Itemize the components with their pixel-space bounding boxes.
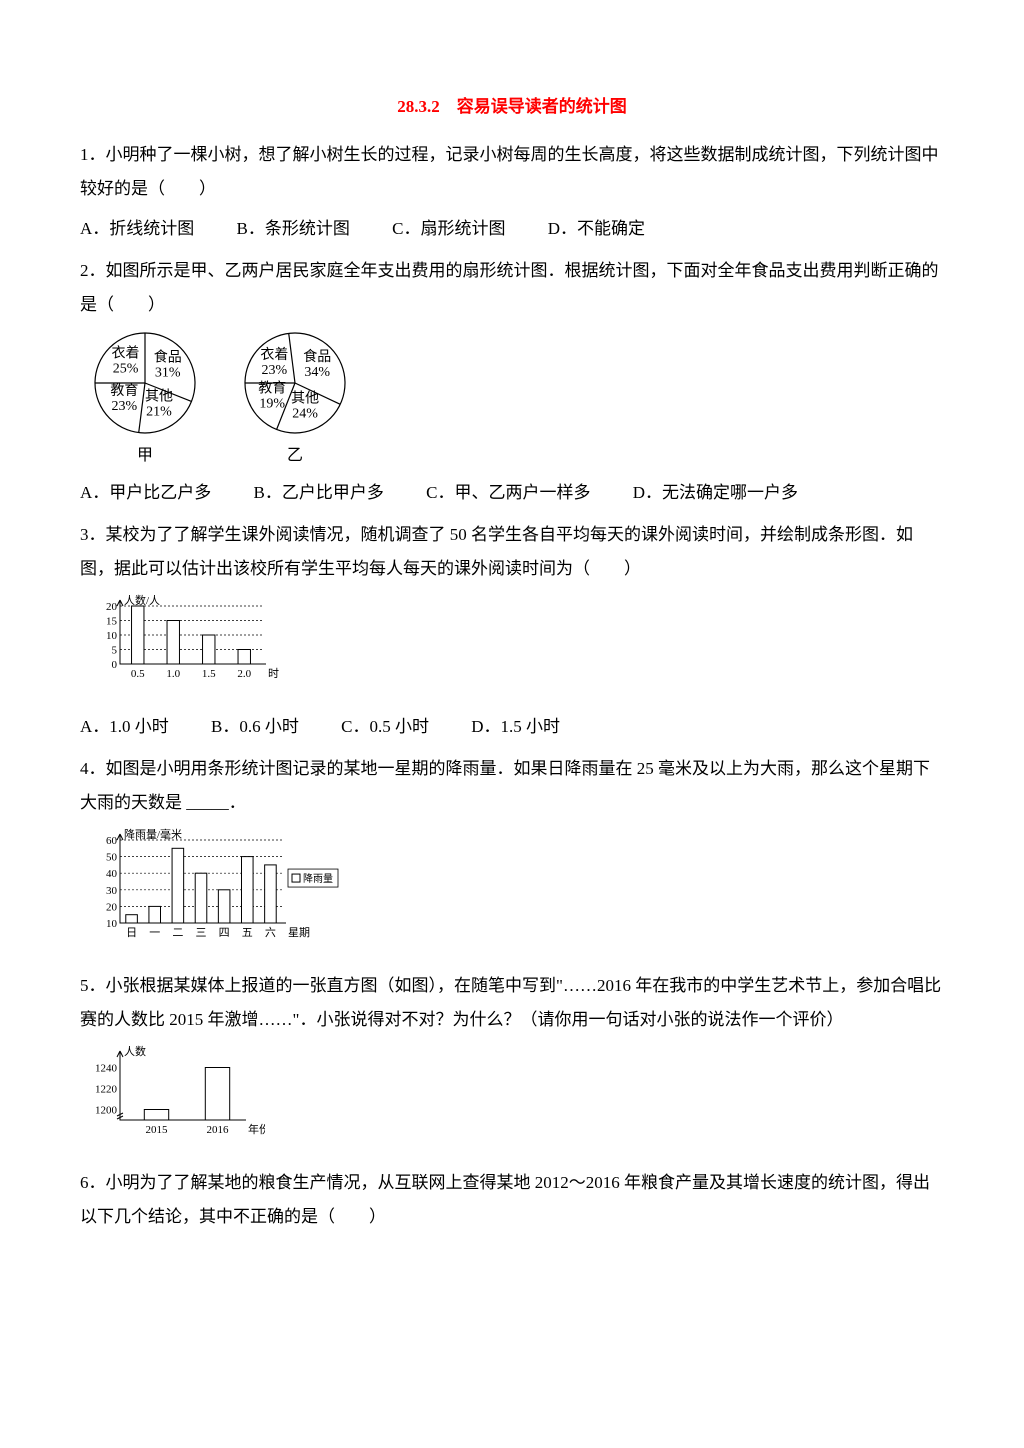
- svg-text:一: 一: [149, 927, 160, 939]
- svg-text:教育: 教育: [258, 380, 286, 396]
- q3-options: A．1.0 小时 B．0.6 小时 C．0.5 小时 D．1.5 小时: [80, 710, 944, 744]
- question-1: 1．小明种了一棵小树，想了解小树生长的过程，记录小树每周的生长高度，将这些数据制…: [80, 138, 944, 206]
- q4-chart: 降雨量/毫米 10 20 30 40 50 60 日一二 三四五六星期 降雨量: [90, 826, 944, 963]
- svg-text:教育: 教育: [110, 383, 138, 399]
- svg-text:2015: 2015: [146, 1124, 169, 1136]
- svg-text:食品: 食品: [303, 348, 331, 365]
- svg-text:19%: 19%: [259, 396, 285, 411]
- q1-opt-d: D．不能确定: [548, 212, 645, 246]
- svg-text:60: 60: [106, 835, 118, 847]
- question-2: 2．如图所示是甲、乙两户居民家庭全年支出费用的扇形统计图．根据统计图，下面对全年…: [80, 254, 944, 322]
- svg-text:0.5: 0.5: [131, 668, 145, 680]
- svg-text:日: 日: [126, 927, 137, 939]
- svg-text:降雨量: 降雨量: [303, 872, 333, 885]
- svg-text:34%: 34%: [304, 365, 330, 380]
- svg-text:15: 15: [106, 616, 118, 628]
- svg-text:23%: 23%: [262, 363, 288, 378]
- svg-text:23%: 23%: [112, 399, 138, 414]
- q1-opt-c: C．扇形统计图: [392, 212, 505, 246]
- q3-opt-b: B．0.6 小时: [211, 710, 299, 744]
- q2-opt-a: A．甲户比乙户多: [80, 476, 211, 510]
- q1-opt-b: B．条形统计图: [237, 212, 350, 246]
- pie-chart-jia: 衣着25% 食品31% 其他21% 教育23%: [90, 328, 200, 438]
- svg-text:人数/人: 人数/人: [124, 594, 160, 607]
- svg-text:20: 20: [106, 601, 118, 613]
- q3-opt-d: D．1.5 小时: [471, 710, 560, 744]
- q3-opt-a: A．1.0 小时: [80, 710, 169, 744]
- question-6: 6．小明为了了解某地的粮食生产情况，从互联网上查得某地 2012～2016 年粮…: [80, 1166, 944, 1234]
- svg-text:二: 二: [172, 927, 183, 939]
- q1-options: A．折线统计图 B．条形统计图 C．扇形统计图 D．不能确定: [80, 212, 944, 246]
- svg-text:10: 10: [106, 918, 118, 930]
- svg-text:六: 六: [265, 926, 276, 939]
- question-3: 3．某校为了了解学生课外阅读情况，随机调查了 50 名学生各自平均每天的课外阅读…: [80, 518, 944, 586]
- svg-text:五: 五: [242, 927, 253, 939]
- svg-text:24%: 24%: [292, 407, 318, 422]
- svg-text:30: 30: [106, 885, 118, 897]
- svg-text:年份: 年份: [248, 1122, 265, 1136]
- section-title: 28.3.2 容易误导读者的统计图: [80, 90, 944, 124]
- svg-text:其他: 其他: [291, 391, 319, 407]
- svg-text:1.0: 1.0: [166, 668, 180, 680]
- svg-text:20: 20: [106, 901, 118, 913]
- question-5: 5．小张根据某媒体上报道的一张直方图（如图），在随笔中写到"……2016 年在我…: [80, 969, 944, 1037]
- svg-text:25%: 25%: [113, 362, 139, 377]
- svg-text:2.0: 2.0: [237, 668, 251, 680]
- svg-text:降雨量/毫米: 降雨量/毫米: [124, 827, 182, 841]
- svg-text:40: 40: [106, 868, 118, 880]
- svg-text:四: 四: [219, 927, 230, 939]
- svg-text:其他: 其他: [145, 389, 173, 405]
- q3-opt-c: C．0.5 小时: [341, 710, 429, 744]
- q2-opt-c: C．甲、乙两户一样多: [426, 476, 590, 510]
- svg-text:星期: 星期: [288, 926, 310, 939]
- pie-yi-label: 乙: [287, 440, 303, 472]
- pie-chart-yi: 衣着23% 食品34% 其他24% 教育19%: [240, 328, 350, 438]
- svg-text:21%: 21%: [146, 405, 172, 420]
- q2-pie-charts: 衣着25%食品31%其他21%教育23% 甲 衣着23%食品34%其他24%教育…: [90, 328, 944, 472]
- svg-text:50: 50: [106, 852, 118, 864]
- svg-text:2016: 2016: [207, 1124, 230, 1136]
- svg-text:时间/时: 时间/时: [268, 667, 280, 680]
- svg-text:衣着: 衣着: [260, 347, 288, 363]
- svg-text:1240: 1240: [95, 1063, 118, 1075]
- svg-text:1220: 1220: [95, 1084, 118, 1096]
- svg-text:31%: 31%: [155, 366, 181, 381]
- q2-options: A．甲户比乙户多 B．乙户比甲户多 C．甲、乙两户一样多 D．无法确定哪一户多: [80, 476, 944, 510]
- q1-opt-a: A．折线统计图: [80, 212, 194, 246]
- pie-jia-label: 甲: [137, 440, 153, 472]
- q5-chart: 人数 1200 1220 1240 2015 2016 年份: [90, 1043, 944, 1160]
- svg-text:5: 5: [112, 645, 118, 657]
- q2-opt-b: B．乙户比甲户多: [254, 476, 384, 510]
- svg-text:1.5: 1.5: [202, 668, 216, 680]
- svg-text:食品: 食品: [154, 349, 182, 366]
- svg-text:0: 0: [112, 659, 118, 671]
- svg-text:三: 三: [196, 927, 207, 939]
- svg-text:人数: 人数: [124, 1045, 146, 1058]
- q2-opt-d: D．无法确定哪一户多: [633, 476, 798, 510]
- svg-text:10: 10: [106, 630, 118, 642]
- q3-chart: 人数/人 5 10 15 20 0 0.5 1.0 1.5 2.0 时间/时: [90, 592, 944, 704]
- svg-text:1200: 1200: [95, 1105, 118, 1117]
- svg-text:衣着: 衣着: [112, 346, 140, 362]
- question-4: 4．如图是小明用条形统计图记录的某地一星期的降雨量．如果日降雨量在 25 毫米及…: [80, 752, 944, 820]
